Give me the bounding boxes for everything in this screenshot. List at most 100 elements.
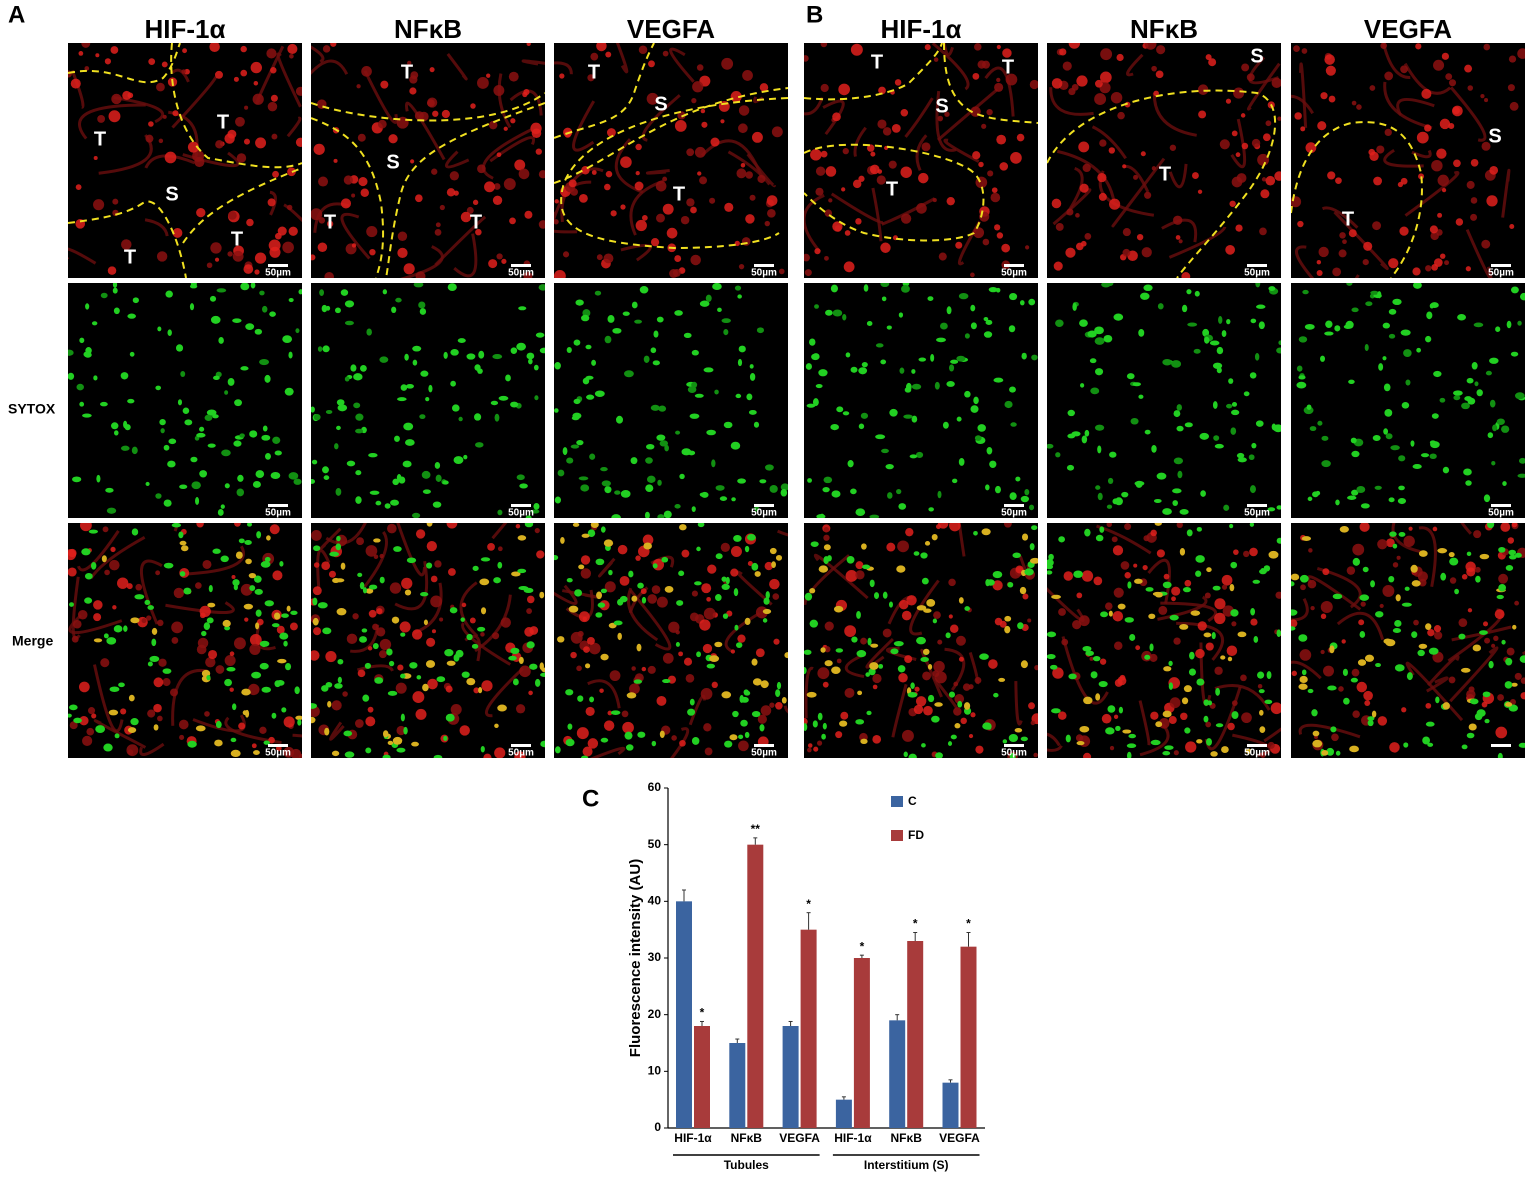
red-cell bbox=[1214, 666, 1223, 675]
red-cell bbox=[1484, 637, 1491, 644]
red-cell bbox=[1229, 200, 1236, 207]
red-cell bbox=[1144, 191, 1152, 199]
scale-bar bbox=[1004, 264, 1024, 267]
red-cell bbox=[953, 707, 962, 716]
green-nucleus bbox=[903, 751, 908, 758]
red-cell bbox=[656, 213, 665, 223]
red-cell bbox=[804, 269, 812, 277]
red-cell bbox=[171, 637, 179, 644]
green-nucleus bbox=[279, 632, 289, 640]
green-nucleus bbox=[1021, 533, 1029, 541]
green-nucleus bbox=[600, 653, 609, 661]
green-nucleus bbox=[1497, 752, 1503, 758]
red-cell bbox=[268, 736, 275, 744]
red-cell bbox=[860, 637, 868, 645]
green-nucleus bbox=[816, 514, 826, 518]
green-nucleus bbox=[270, 472, 281, 479]
red-cell bbox=[1155, 70, 1164, 79]
green-nucleus bbox=[1433, 370, 1442, 378]
green-nucleus bbox=[759, 479, 767, 484]
green-nucleus bbox=[1207, 700, 1213, 706]
scale-label: 50µm bbox=[1244, 748, 1270, 759]
red-cell bbox=[248, 683, 260, 696]
green-nucleus bbox=[120, 372, 129, 380]
micrograph bbox=[804, 523, 1038, 758]
red-cell bbox=[488, 120, 498, 130]
red-cell bbox=[1033, 752, 1038, 758]
red-cell bbox=[496, 152, 502, 158]
green-nucleus bbox=[311, 459, 318, 465]
tissue-stroke bbox=[497, 73, 512, 129]
red-cell bbox=[289, 622, 298, 631]
green-nucleus bbox=[1267, 507, 1276, 512]
green-nucleus bbox=[243, 603, 254, 610]
green-nucleus bbox=[1213, 435, 1220, 441]
red-cell bbox=[1113, 587, 1124, 598]
green-nucleus bbox=[395, 297, 402, 303]
green-nucleus bbox=[724, 740, 733, 748]
green-nucleus bbox=[893, 640, 904, 647]
red-cell bbox=[1116, 53, 1124, 62]
green-nucleus bbox=[1291, 609, 1298, 616]
red-cell bbox=[206, 262, 213, 269]
region-label: T bbox=[673, 183, 685, 205]
green-nucleus bbox=[284, 387, 294, 396]
green-nucleus bbox=[324, 727, 330, 736]
green-nucleus bbox=[361, 628, 368, 633]
red-cell bbox=[538, 220, 545, 229]
scale-bar bbox=[1247, 744, 1267, 747]
green-nucleus bbox=[711, 459, 716, 468]
green-nucleus bbox=[1518, 742, 1525, 748]
red-cell bbox=[1197, 84, 1209, 95]
green-nucleus bbox=[916, 605, 927, 611]
green-nucleus bbox=[580, 755, 589, 758]
green-nucleus bbox=[694, 581, 702, 586]
green-nucleus bbox=[973, 396, 979, 405]
green-nucleus bbox=[1230, 561, 1238, 569]
green-nucleus bbox=[151, 627, 158, 635]
green-nucleus bbox=[719, 496, 728, 501]
green-nucleus bbox=[1385, 639, 1396, 647]
green-nucleus bbox=[290, 610, 298, 616]
red-cell bbox=[694, 146, 706, 158]
green-nucleus bbox=[1008, 325, 1016, 333]
green-nucleus bbox=[762, 618, 768, 623]
green-nucleus bbox=[948, 364, 955, 372]
green-nucleus bbox=[1126, 373, 1135, 380]
tissue-stroke bbox=[1426, 654, 1460, 687]
red-cell bbox=[68, 567, 77, 577]
green-nucleus bbox=[1249, 372, 1257, 379]
green-nucleus bbox=[927, 296, 934, 301]
green-nucleus bbox=[163, 562, 174, 569]
green-nucleus bbox=[1221, 330, 1227, 338]
green-nucleus bbox=[457, 338, 466, 343]
red-cell bbox=[352, 613, 359, 620]
green-nucleus bbox=[1466, 377, 1474, 384]
red-cell bbox=[817, 667, 830, 680]
green-nucleus bbox=[274, 450, 282, 456]
green-nucleus bbox=[344, 751, 355, 758]
red-cell bbox=[1377, 539, 1388, 550]
green-nucleus bbox=[1007, 581, 1014, 588]
red-cell bbox=[674, 255, 682, 263]
tissue-stroke bbox=[871, 187, 883, 242]
green-nucleus bbox=[1230, 609, 1239, 617]
green-nucleus bbox=[1081, 435, 1088, 444]
green-nucleus bbox=[1072, 302, 1077, 311]
red-cell bbox=[488, 259, 498, 269]
green-nucleus bbox=[450, 380, 456, 387]
green-nucleus bbox=[1439, 397, 1446, 403]
red-cell bbox=[415, 271, 426, 278]
green-nucleus bbox=[447, 283, 457, 291]
green-nucleus bbox=[1196, 678, 1205, 686]
red-cell bbox=[325, 650, 337, 663]
red-cell bbox=[778, 268, 785, 275]
red-cell bbox=[582, 746, 593, 757]
red-cell bbox=[229, 687, 234, 692]
tissue-stroke bbox=[459, 581, 479, 638]
tissue-stroke bbox=[1230, 118, 1247, 169]
green-nucleus bbox=[878, 663, 884, 669]
red-cell bbox=[1294, 112, 1302, 120]
scale-label: 50µm bbox=[1001, 748, 1027, 759]
tissue-stroke bbox=[446, 53, 468, 81]
